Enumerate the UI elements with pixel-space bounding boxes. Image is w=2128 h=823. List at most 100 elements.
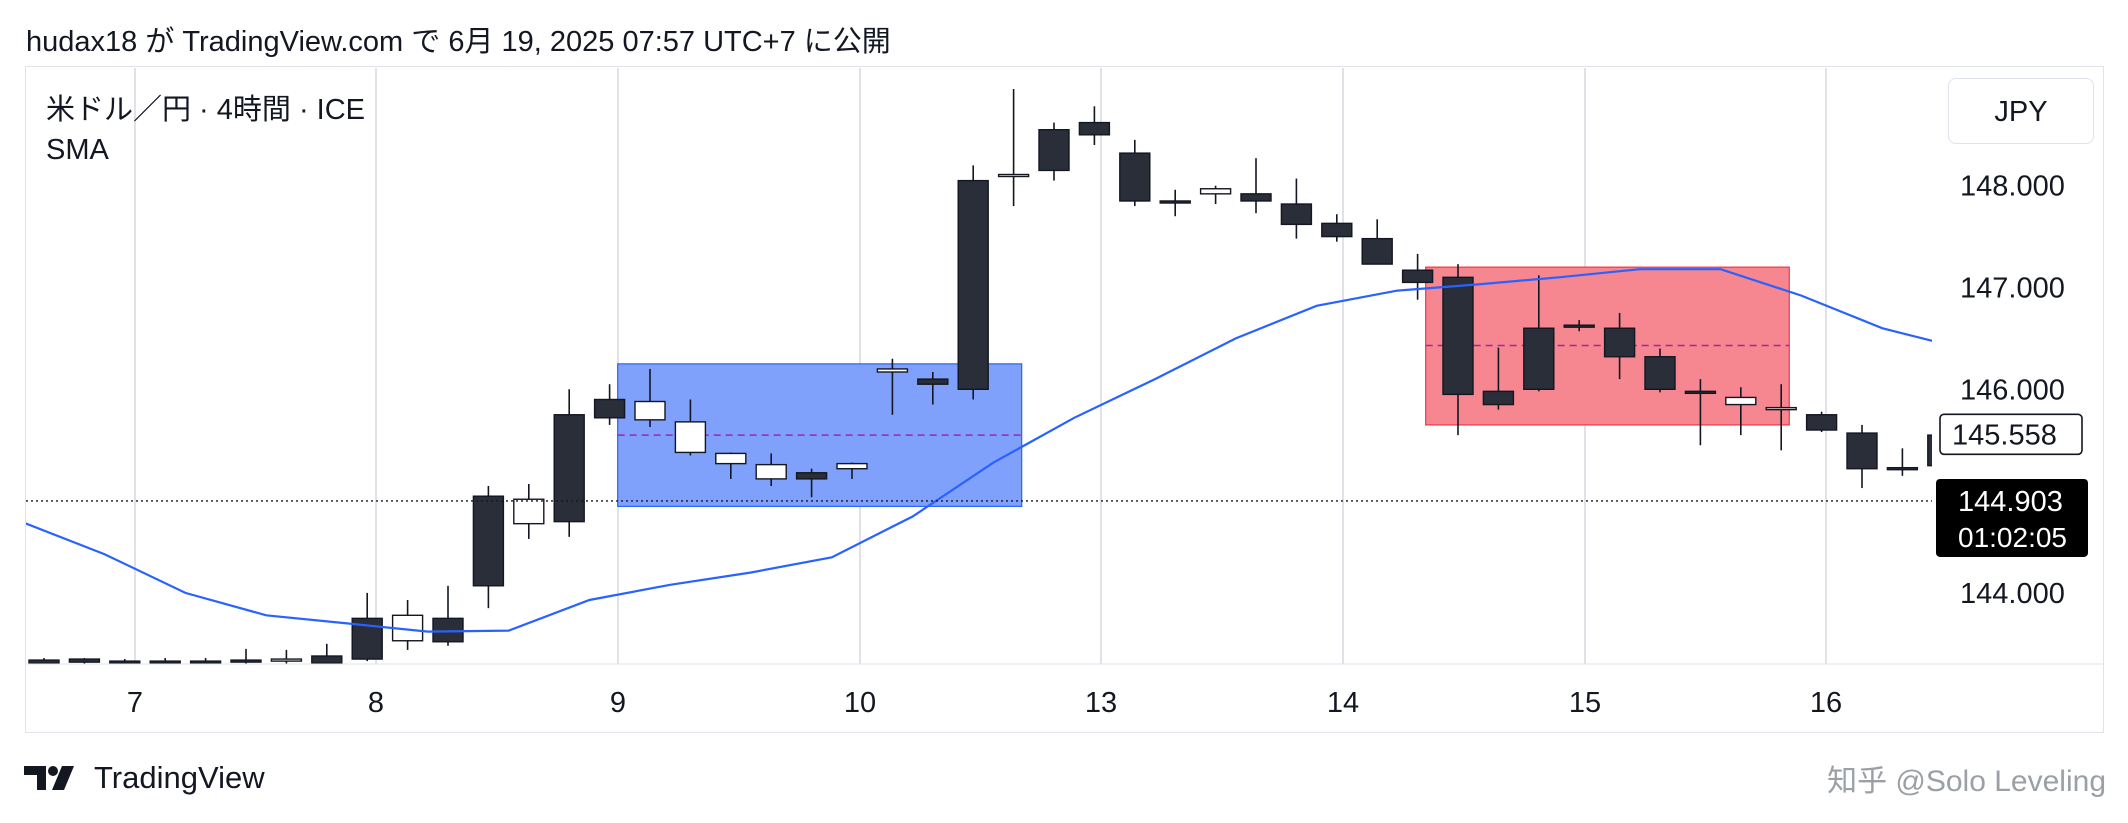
candle-body <box>1159 200 1191 204</box>
candle[interactable] <box>1321 214 1353 242</box>
candle[interactable] <box>230 648 262 664</box>
grid-lines <box>134 68 1827 664</box>
candle[interactable] <box>1644 348 1676 393</box>
time-axis: 7 8 9 10 13 14 15 16 <box>26 663 2104 719</box>
candle[interactable] <box>1927 432 1958 467</box>
chart-legend: 米ドル／円 · 4時間 · ICE SMA <box>46 90 365 170</box>
candle[interactable] <box>1563 320 1595 332</box>
candle-body <box>1199 188 1232 195</box>
candle[interactable] <box>1603 312 1636 380</box>
time-tick-label: 7 <box>127 687 143 719</box>
candle[interactable] <box>1442 264 1474 436</box>
candle[interactable] <box>109 659 141 664</box>
candle[interactable] <box>1846 424 1878 489</box>
candle-body <box>149 660 181 664</box>
candle-body <box>1563 324 1595 328</box>
candle-body <box>1119 152 1151 202</box>
candle[interactable] <box>1159 189 1191 217</box>
candle[interactable] <box>836 462 868 479</box>
tradingview-brand[interactable]: TradingView <box>24 760 265 795</box>
candle[interactable] <box>432 585 464 646</box>
candle[interactable] <box>1280 178 1313 239</box>
candle-body <box>1321 222 1353 238</box>
candle[interactable] <box>715 452 747 479</box>
candle[interactable] <box>270 649 303 664</box>
candle[interactable] <box>1482 347 1515 410</box>
symbol-title[interactable]: 米ドル／円 · 4時間 · ICE <box>46 94 366 126</box>
candle[interactable] <box>957 165 989 400</box>
candle[interactable] <box>1199 185 1232 205</box>
candle[interactable] <box>634 368 666 427</box>
candle-body <box>1603 327 1636 358</box>
sma-line[interactable] <box>24 268 1963 633</box>
candle-body <box>1725 396 1757 406</box>
candle[interactable] <box>1725 387 1757 436</box>
candle-body <box>1038 129 1070 172</box>
candle[interactable] <box>876 358 909 415</box>
candle-body <box>715 452 747 465</box>
candle-body <box>674 421 707 454</box>
candle[interactable] <box>1401 253 1434 300</box>
candle-body <box>553 414 585 523</box>
candle-body <box>795 472 828 480</box>
watermark: 知乎 @Solo Leveling <box>1827 765 2106 798</box>
candle[interactable] <box>755 453 787 487</box>
candle-body <box>432 617 464 643</box>
sma-line <box>24 268 1963 633</box>
candle-body <box>1361 237 1393 265</box>
candle[interactable] <box>674 399 707 456</box>
candle-body <box>957 179 989 391</box>
candle[interactable] <box>795 468 828 498</box>
candle[interactable] <box>917 371 949 405</box>
chart-frame <box>25 66 2104 733</box>
candle[interactable] <box>1038 122 1070 181</box>
candle[interactable] <box>1765 384 1797 451</box>
marker-price-tag[interactable]: 145.558 <box>1939 413 2083 456</box>
candle-body <box>1684 390 1717 395</box>
candle[interactable] <box>553 389 585 537</box>
candle-body <box>28 659 60 664</box>
candle-body <box>1644 356 1676 390</box>
time-tick-label: 13 <box>1085 687 1117 719</box>
price-tick-label: 148.000 <box>1960 171 2065 203</box>
candle-body <box>1078 121 1111 136</box>
candle[interactable] <box>68 658 101 664</box>
currency-button[interactable]: JPY <box>1948 78 2094 144</box>
indicator-label[interactable]: SMA <box>46 134 109 166</box>
last-price-tag[interactable]: 144.903 01:02:05 <box>1936 478 2088 557</box>
time-tick-label: 8 <box>368 687 384 719</box>
candle[interactable] <box>1886 448 1919 476</box>
candle[interactable] <box>1805 411 1838 433</box>
candle[interactable] <box>1684 379 1717 446</box>
candle-body <box>109 660 141 664</box>
candle-body <box>513 498 545 525</box>
candle[interactable] <box>997 88 1030 207</box>
candle[interactable] <box>513 483 545 539</box>
candle-body <box>68 658 101 663</box>
candle[interactable] <box>391 600 424 650</box>
candle[interactable] <box>149 658 181 664</box>
candle-body <box>1280 203 1313 226</box>
candle[interactable] <box>593 384 626 425</box>
candle-body <box>593 398 626 419</box>
candle[interactable] <box>189 658 222 664</box>
candle[interactable] <box>1361 219 1393 265</box>
candle[interactable] <box>1119 139 1151 207</box>
candle-body <box>1523 327 1555 390</box>
candle[interactable] <box>28 658 60 664</box>
candle-body <box>1442 276 1474 396</box>
candle-body <box>311 655 343 664</box>
time-tick-label: 10 <box>844 687 876 719</box>
time-tick-label: 9 <box>610 687 626 719</box>
candle[interactable] <box>1078 106 1111 145</box>
candle[interactable] <box>1240 158 1272 214</box>
candle-body <box>836 462 868 470</box>
candles <box>28 88 1958 664</box>
candle[interactable] <box>472 486 505 609</box>
price-tick-label: 147.000 <box>1960 273 2065 305</box>
candle-body <box>1927 434 1932 467</box>
candle[interactable] <box>311 643 343 664</box>
marker-price-box <box>1939 413 2083 456</box>
candle[interactable] <box>1523 275 1555 392</box>
